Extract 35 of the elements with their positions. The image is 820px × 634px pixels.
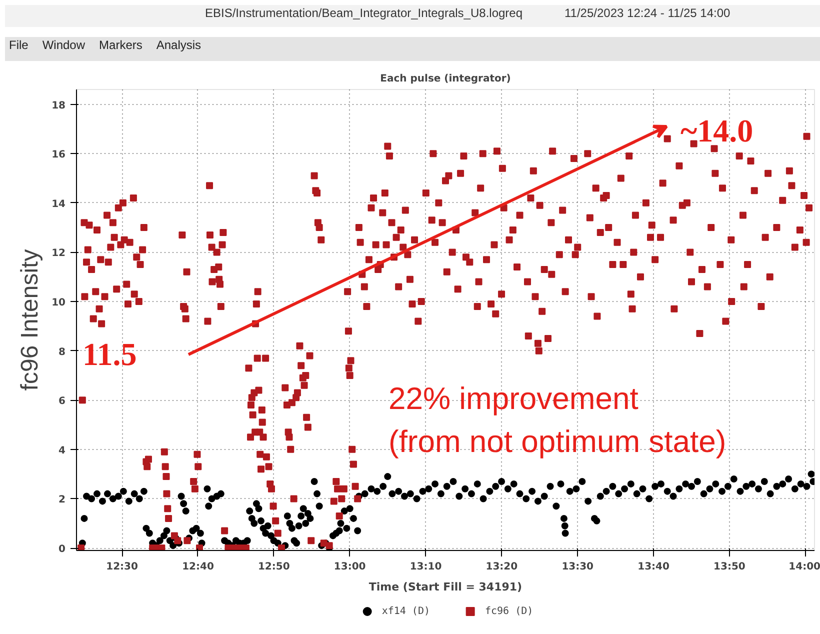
x-tick-label: 12:40 xyxy=(182,562,214,572)
x-tick-label: 12:30 xyxy=(106,562,138,572)
y-tick-label: 18 xyxy=(52,100,66,112)
annotation: 22% improvement xyxy=(388,381,639,416)
text: 11/25/2023 12:24 - 11/25 14:00 xyxy=(564,6,730,20)
x-axis-title: Time (Start Fill = 34191) xyxy=(368,580,522,594)
text: Markers xyxy=(99,38,142,52)
x-tick-label: 13:00 xyxy=(334,562,366,572)
y-tick-label: 8 xyxy=(58,346,66,358)
y-tick-label: 16 xyxy=(52,150,66,161)
y-axis-title: fc96 Intensity xyxy=(16,249,44,391)
x-tick-label: 13:50 xyxy=(714,562,746,572)
y-tick-label: 12 xyxy=(52,248,66,260)
x-tick-label: 14:00 xyxy=(788,562,820,572)
annotation: ~14.0 xyxy=(680,112,754,148)
text: File xyxy=(9,38,28,52)
x-tick-label: 13:30 xyxy=(562,562,594,572)
annotation: (from not optimum state) xyxy=(388,424,726,459)
y-tick-label: 4 xyxy=(58,445,66,456)
annotation: 11.5 xyxy=(82,336,137,372)
legend-label: xf14 (D) xyxy=(382,606,430,616)
legend-label: fc96 (D) xyxy=(485,606,534,616)
x-tick-label: 13:20 xyxy=(486,562,518,572)
y-tick-label: 0 xyxy=(58,544,66,556)
x-tick-label: 13:40 xyxy=(638,562,670,572)
text: Analysis xyxy=(156,38,202,52)
x-tick-label: 13:10 xyxy=(410,562,442,572)
text: Window xyxy=(42,38,86,52)
y-tick-label: 6 xyxy=(58,396,66,408)
chart-title: Each pulse (integrator) xyxy=(380,74,511,84)
y-tick-label: 10 xyxy=(52,298,66,309)
y-tick-label: 2 xyxy=(58,494,66,506)
y-tick-label: 14 xyxy=(52,198,66,210)
text: EBIS/Instrumentation/Beam_Integrator_Integrals_U8.logreq xyxy=(205,6,523,20)
x-tick-label: 12:50 xyxy=(258,562,290,572)
